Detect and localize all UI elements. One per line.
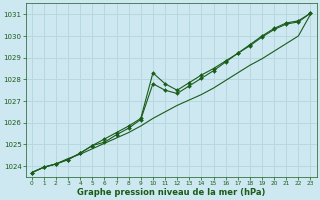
X-axis label: Graphe pression niveau de la mer (hPa): Graphe pression niveau de la mer (hPa) <box>77 188 265 197</box>
